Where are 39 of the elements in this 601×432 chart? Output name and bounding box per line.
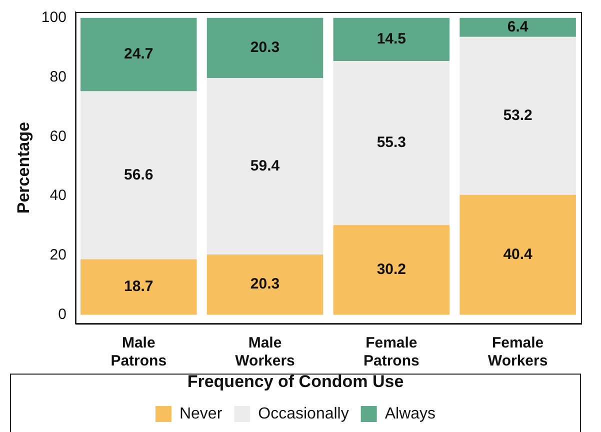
data-label: 6.4 [507, 18, 529, 36]
data-label: 20.3 [250, 276, 280, 293]
bar [333, 60, 450, 226]
y-tick-label: 20 [50, 246, 66, 264]
bar [206, 78, 324, 254]
legend-label: Occasionally [258, 405, 349, 422]
data-label: 18.7 [124, 278, 154, 296]
data-label: 59.4 [250, 157, 280, 174]
x-tick-label: Male Patrons [110, 334, 167, 370]
data-label: 56.6 [124, 166, 154, 184]
data-label: 24.7 [124, 46, 154, 63]
legend-title: Frequency of Condom Use [187, 372, 404, 391]
bar [80, 259, 197, 315]
x-tick-label: Male Workers [235, 334, 295, 370]
y-tick-label: 0 [58, 306, 66, 323]
data-label: 20.3 [250, 39, 280, 56]
data-label: 14.5 [376, 30, 406, 48]
data-label: 53.2 [503, 107, 532, 124]
bar [460, 36, 576, 195]
data-label: 40.4 [503, 246, 534, 263]
data-label: 55.3 [376, 134, 406, 152]
y-tick-label: 80 [50, 68, 66, 86]
x-tick-label: Female Patrons [363, 334, 420, 370]
bar [333, 225, 450, 315]
legend-label: Never [179, 405, 223, 422]
y-axis-title: Percentage [14, 122, 33, 214]
bar [206, 18, 324, 78]
bar [460, 18, 576, 37]
x-tick-label: Female Workers [488, 334, 548, 370]
y-tick-label: 60 [50, 128, 66, 145]
legend-label: Always [384, 405, 436, 422]
bar [80, 91, 197, 260]
bar [80, 18, 197, 92]
y-tick-label: 40 [50, 187, 66, 204]
bar [206, 254, 324, 315]
y-tick-label: 100 [41, 9, 66, 26]
bar [460, 194, 576, 315]
bar [333, 18, 450, 61]
data-label: 30.2 [376, 261, 406, 278]
